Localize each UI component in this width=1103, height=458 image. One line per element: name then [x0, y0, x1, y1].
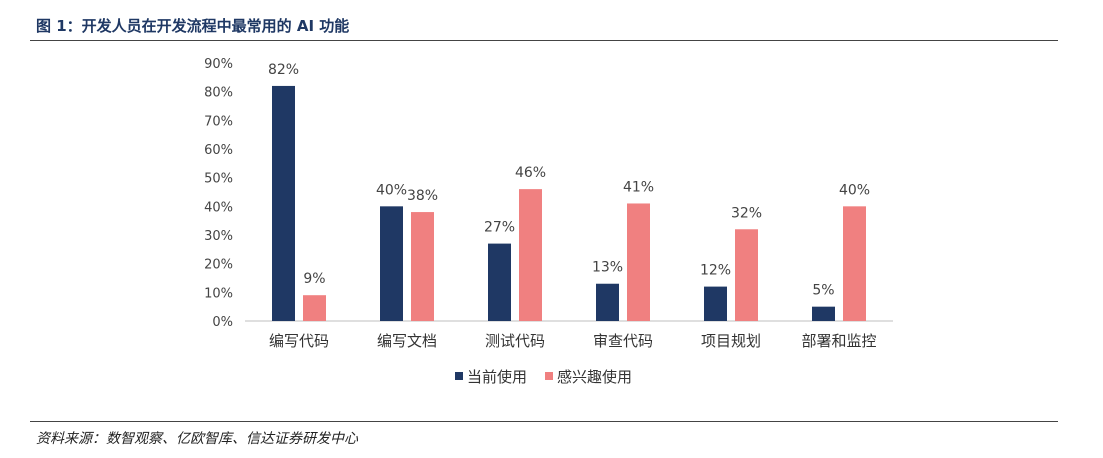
bar-chart: 0% 10% 20% 30% 40% 50% 60% 70% 80% 90% 编写代码 编写文档 测试…	[204, 57, 893, 386]
bar-interest-use	[519, 189, 542, 321]
top-rule	[30, 40, 1058, 41]
y-tick-label: 60%	[204, 143, 233, 158]
legend-label: 感兴趣使用	[557, 368, 632, 386]
y-tick-label: 10%	[204, 286, 233, 301]
figure-title: 图 1：开发人员在开发流程中最常用的 AI 功能	[36, 17, 350, 35]
y-tick-label: 30%	[204, 229, 233, 244]
bar-interest-use	[411, 212, 434, 321]
legend: 当前使用 感兴趣使用	[455, 368, 632, 386]
bar-interest-use	[735, 229, 758, 321]
data-label: 82%	[268, 62, 299, 78]
y-tick-label: 70%	[204, 114, 233, 129]
y-tick-label: 80%	[204, 86, 233, 101]
data-label: 32%	[731, 205, 762, 221]
bar-interest-use	[627, 203, 650, 321]
data-label: 13%	[592, 260, 623, 276]
bar-current-use	[596, 283, 619, 321]
bar-current-use	[380, 206, 403, 321]
data-label: 5%	[812, 283, 834, 299]
bar-current-use	[812, 306, 835, 321]
category-label: 项目规划	[701, 332, 761, 350]
data-label: 41%	[623, 179, 654, 195]
category-label: 编写文档	[377, 332, 437, 350]
bar-current-use	[272, 85, 295, 321]
y-tick-label: 90%	[204, 57, 233, 72]
bar-interest-use	[843, 206, 866, 321]
bar-current-use	[488, 243, 511, 321]
legend-label: 当前使用	[467, 368, 527, 386]
data-label: 46%	[515, 165, 546, 181]
bottom-rule	[30, 421, 1058, 422]
y-tick-label: 20%	[204, 258, 233, 273]
category-label: 审查代码	[593, 332, 653, 350]
category-label: 编写代码	[269, 332, 329, 350]
x-axis: 编写代码 编写文档 测试代码 审查代码 项目规划 部署和监控	[245, 320, 893, 350]
data-label: 38%	[407, 188, 438, 204]
bars: 82%9%40% 38%27%46%13%41%12%32%5%40%	[268, 62, 870, 321]
bar-current-use	[704, 286, 727, 321]
bar-interest-use	[303, 295, 326, 321]
legend-swatch-interest	[545, 372, 553, 380]
data-label: 9%	[303, 271, 325, 287]
data-label: 12%	[700, 263, 731, 279]
data-label: 40%	[376, 182, 407, 198]
y-tick-label: 0%	[212, 315, 233, 330]
y-tick-label: 40%	[204, 200, 233, 215]
data-label: 40%	[839, 182, 870, 198]
data-label: 27%	[484, 220, 515, 236]
y-tick-label: 50%	[204, 172, 233, 187]
source-note: 资料来源：数智观察、亿欧智库、信达证券研发中心	[36, 431, 358, 447]
category-label: 部署和监控	[801, 332, 876, 350]
category-label: 测试代码	[485, 332, 545, 350]
legend-swatch-current	[455, 372, 463, 380]
y-axis: 0% 10% 20% 30% 40% 50% 60% 70% 80% 90%	[204, 57, 233, 330]
